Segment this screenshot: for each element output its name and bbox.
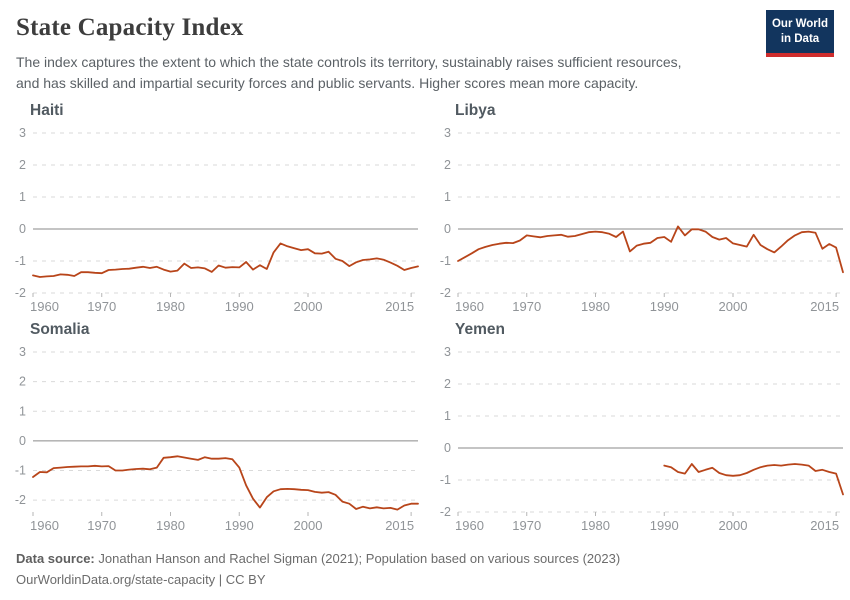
y-tick-label: -2 (440, 505, 451, 519)
x-tick-label: 1980 (581, 299, 610, 314)
data-line-yemen (663, 463, 844, 496)
x-tick-label: 1990 (225, 299, 254, 314)
page-title: State Capacity Index (16, 14, 244, 41)
x-tick-label: 1970 (512, 299, 541, 314)
header: State Capacity Index Our World in Data T… (0, 0, 850, 94)
y-tick-label: 1 (444, 409, 451, 423)
data-line-somalia (32, 455, 419, 511)
chart-panel-somalia: Somalia 3 2 1 0 -1 -2 1960 1970 1980 1990 2000 2015 (0, 321, 425, 540)
x-tick-label: 2000 (719, 518, 748, 533)
chart-panel-title-haiti: Haiti (30, 102, 64, 119)
data-line-haiti (32, 242, 419, 278)
x-tick-label: 1960 (455, 518, 484, 533)
x-tick-label: 1970 (87, 299, 116, 314)
chart-panel-title-libya: Libya (455, 102, 496, 119)
y-tick-label: 0 (444, 222, 451, 236)
y-tick-label: -1 (440, 473, 451, 487)
y-tick-label: -1 (440, 254, 451, 268)
chart-panel-yemen: Yemen 3 2 1 0 -1 -2 1960 1970 1980 1990 2000 2015 (425, 321, 850, 540)
x-tick-label: 1990 (650, 299, 679, 314)
x-tick-label: 2015 (810, 518, 839, 533)
y-tick-label: 2 (444, 158, 451, 172)
subtitle-line-2: and has skilled and impartial security f… (16, 75, 639, 91)
y-tick-label: -2 (440, 286, 451, 300)
owid-logo-line1: Our World (771, 18, 828, 30)
x-tick-label: 2015 (810, 299, 839, 314)
y-tick-label: 1 (444, 190, 451, 204)
y-tick-label: -2 (15, 493, 26, 507)
chart-panel-title-somalia: Somalia (30, 321, 90, 338)
chart-canvas-haiti: 3 2 1 0 -1 -2 1960 1970 1980 1990 2000 2015 (15, 126, 419, 314)
chart-canvas-somalia: 3 2 1 0 -1 -2 1960 1970 1980 1990 2000 2015 (15, 345, 419, 533)
x-tick-label: 2000 (719, 299, 748, 314)
y-tick-label: 0 (19, 434, 26, 448)
x-tick-label: 2000 (294, 518, 323, 533)
y-tick-label: -1 (15, 254, 26, 268)
footer: Data source: Jonathan Hanson and Rachel … (0, 540, 850, 591)
x-tick-label: 1970 (87, 518, 116, 533)
chart-canvas-yemen: 3 2 1 0 -1 -2 1960 1970 1980 1990 2000 2015 (440, 345, 844, 533)
chart-subtitle: The index captures the extent to which t… (16, 52, 834, 94)
citation-line: OurWorldinData.org/state-capacity | CC B… (16, 572, 266, 588)
subtitle-line-1: The index captures the extent to which t… (16, 54, 682, 70)
y-tick-label: 3 (444, 126, 451, 140)
y-tick-label: 0 (19, 222, 26, 236)
x-tick-label: 1960 (30, 518, 59, 533)
x-tick-label: 1960 (455, 299, 484, 314)
y-tick-label: 2 (19, 375, 26, 389)
y-tick-label: 3 (444, 345, 451, 359)
x-tick-label: 2000 (294, 299, 323, 314)
chart-canvas-libya: 3 2 1 0 -1 -2 1960 1970 1980 1990 2000 2015 (440, 126, 844, 314)
x-tick-label: 1960 (30, 299, 59, 314)
y-tick-label: -2 (15, 286, 26, 300)
y-tick-label: 2 (19, 158, 26, 172)
y-tick-label: -1 (15, 464, 26, 478)
owid-logo-line2: in Data (780, 32, 820, 45)
y-tick-label: 1 (19, 190, 26, 204)
y-tick-label: 2 (444, 377, 451, 391)
owid-logo[interactable]: Our World in Data (766, 10, 834, 57)
chart-panel-haiti: Haiti 3 2 1 0 -1 -2 1960 1970 1980 1990 2000 2015 (0, 102, 425, 321)
x-tick-label: 1980 (581, 518, 610, 533)
y-tick-label: 3 (19, 345, 26, 359)
x-tick-label: 1980 (156, 518, 185, 533)
charts-grid: Haiti 3 2 1 0 -1 -2 1960 1970 1980 1990 2000 2015 Lib… (0, 102, 850, 540)
y-tick-label: 3 (19, 126, 26, 140)
data-source-line: Data source: Jonathan Hanson and Rachel … (16, 548, 834, 569)
x-tick-label: 1990 (650, 518, 679, 533)
x-tick-label: 2015 (385, 299, 414, 314)
chart-panel-libya: Libya 3 2 1 0 -1 -2 1960 1970 1980 1990 2000 2015 (425, 102, 850, 321)
data-line-libya (457, 225, 844, 274)
y-tick-label: 0 (444, 441, 451, 455)
data-source-text: Jonathan Hanson and Rachel Sigman (2021)… (98, 551, 621, 566)
chart-panel-title-yemen: Yemen (455, 321, 505, 338)
y-tick-label: 1 (19, 404, 26, 418)
data-source-label: Data source: (16, 551, 95, 566)
x-tick-label: 2015 (385, 518, 414, 533)
x-tick-label: 1990 (225, 518, 254, 533)
x-tick-label: 1970 (512, 518, 541, 533)
x-tick-label: 1980 (156, 299, 185, 314)
